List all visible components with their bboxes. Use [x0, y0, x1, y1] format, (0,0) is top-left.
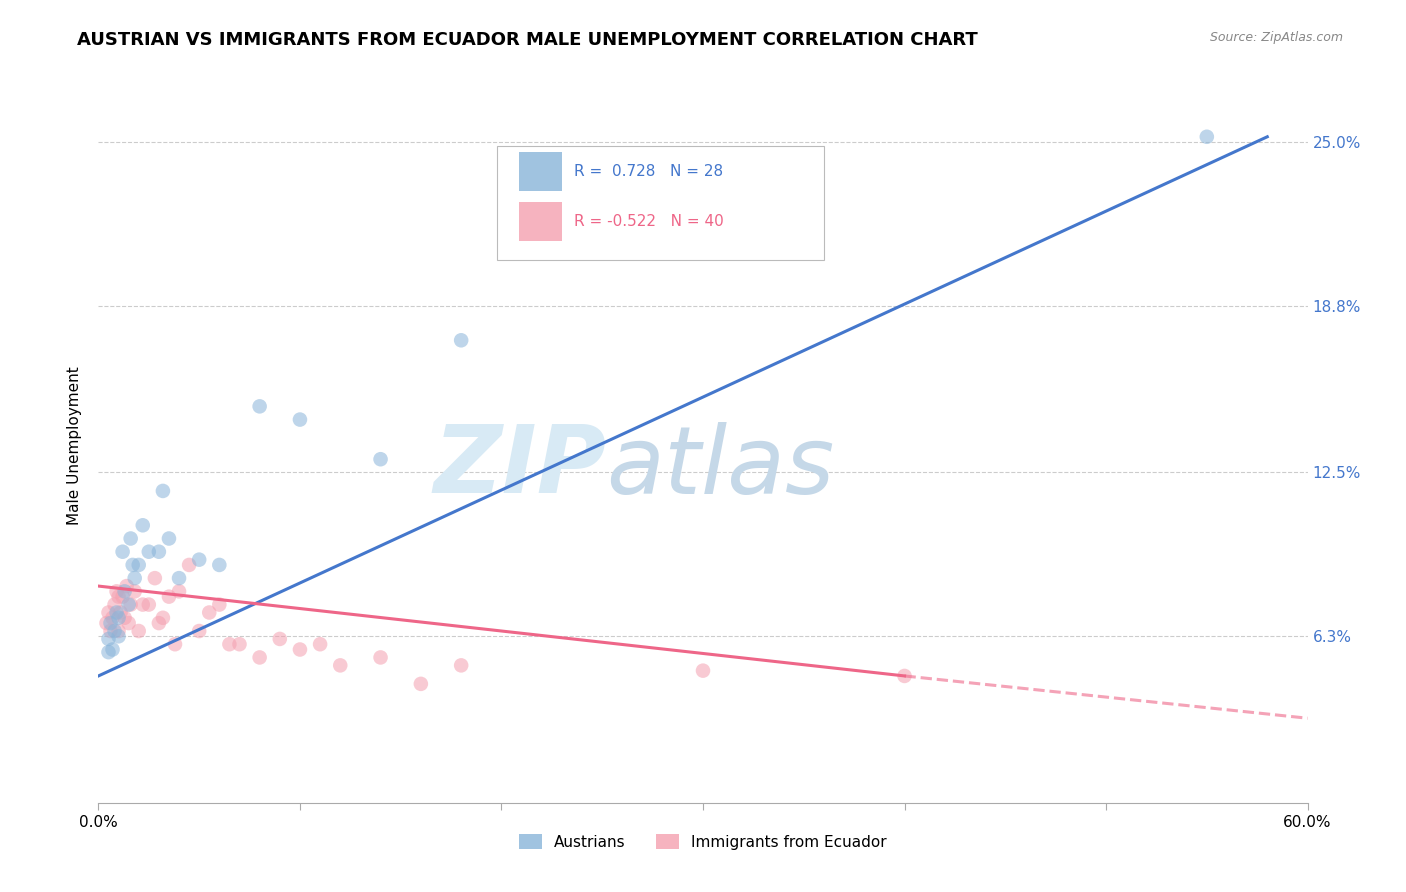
FancyBboxPatch shape: [519, 202, 561, 242]
Text: R = -0.522   N = 40: R = -0.522 N = 40: [574, 214, 723, 229]
Point: [111, 590, 134, 604]
Point: [97, 632, 120, 646]
Point: [97, 645, 120, 659]
Point: [143, 571, 166, 585]
Point: [167, 571, 190, 585]
Point: [114, 584, 136, 599]
Point: [101, 642, 124, 657]
Point: [100, 624, 122, 638]
Point: [249, 650, 271, 665]
Point: [132, 598, 155, 612]
Point: [138, 598, 160, 612]
Point: [128, 624, 150, 638]
Point: [157, 532, 180, 546]
Point: [100, 616, 122, 631]
Point: [107, 624, 129, 638]
Point: [893, 669, 915, 683]
Point: [218, 637, 240, 651]
Point: [120, 598, 142, 612]
Point: [188, 624, 211, 638]
Point: [103, 598, 125, 612]
Point: [167, 584, 190, 599]
Point: [148, 616, 170, 631]
Point: [107, 590, 129, 604]
Point: [163, 637, 186, 651]
Point: [120, 532, 142, 546]
Point: [198, 606, 221, 620]
Text: Source: ZipAtlas.com: Source: ZipAtlas.com: [1209, 31, 1343, 45]
Point: [228, 637, 250, 651]
Point: [269, 632, 291, 646]
Point: [97, 606, 120, 620]
Point: [105, 606, 128, 620]
Point: [105, 584, 128, 599]
Point: [124, 571, 146, 585]
Text: AUSTRIAN VS IMMIGRANTS FROM ECUADOR MALE UNEMPLOYMENT CORRELATION CHART: AUSTRIAN VS IMMIGRANTS FROM ECUADOR MALE…: [77, 31, 979, 49]
Text: atlas: atlas: [606, 422, 835, 513]
Point: [152, 611, 174, 625]
FancyBboxPatch shape: [519, 152, 561, 191]
Point: [249, 400, 271, 414]
Point: [114, 611, 136, 625]
Point: [107, 611, 129, 625]
Point: [124, 584, 146, 599]
Point: [121, 558, 143, 572]
Point: [450, 658, 472, 673]
Point: [132, 518, 155, 533]
Point: [118, 598, 141, 612]
Point: [208, 558, 231, 572]
Point: [148, 545, 170, 559]
Legend: Austrians, Immigrants from Ecuador: Austrians, Immigrants from Ecuador: [513, 828, 893, 855]
Point: [370, 650, 392, 665]
Point: [107, 629, 129, 643]
Point: [188, 552, 211, 566]
Point: [288, 412, 311, 426]
Point: [179, 558, 201, 572]
Text: ZIP: ZIP: [433, 421, 606, 514]
Point: [370, 452, 392, 467]
Point: [692, 664, 714, 678]
FancyBboxPatch shape: [498, 146, 824, 260]
Point: [329, 658, 352, 673]
Point: [208, 598, 231, 612]
Point: [128, 558, 150, 572]
Point: [111, 545, 134, 559]
Y-axis label: Male Unemployment: Male Unemployment: [67, 367, 83, 525]
Point: [309, 637, 332, 651]
Point: [110, 606, 132, 620]
Point: [450, 333, 472, 347]
Point: [118, 616, 141, 631]
Point: [96, 616, 118, 631]
Point: [157, 590, 180, 604]
Point: [101, 611, 124, 625]
Point: [115, 579, 138, 593]
Point: [103, 624, 125, 638]
Point: [1195, 129, 1218, 144]
Point: [288, 642, 311, 657]
Point: [138, 545, 160, 559]
Point: [152, 483, 174, 498]
Point: [409, 677, 432, 691]
Text: R =  0.728   N = 28: R = 0.728 N = 28: [574, 163, 723, 178]
